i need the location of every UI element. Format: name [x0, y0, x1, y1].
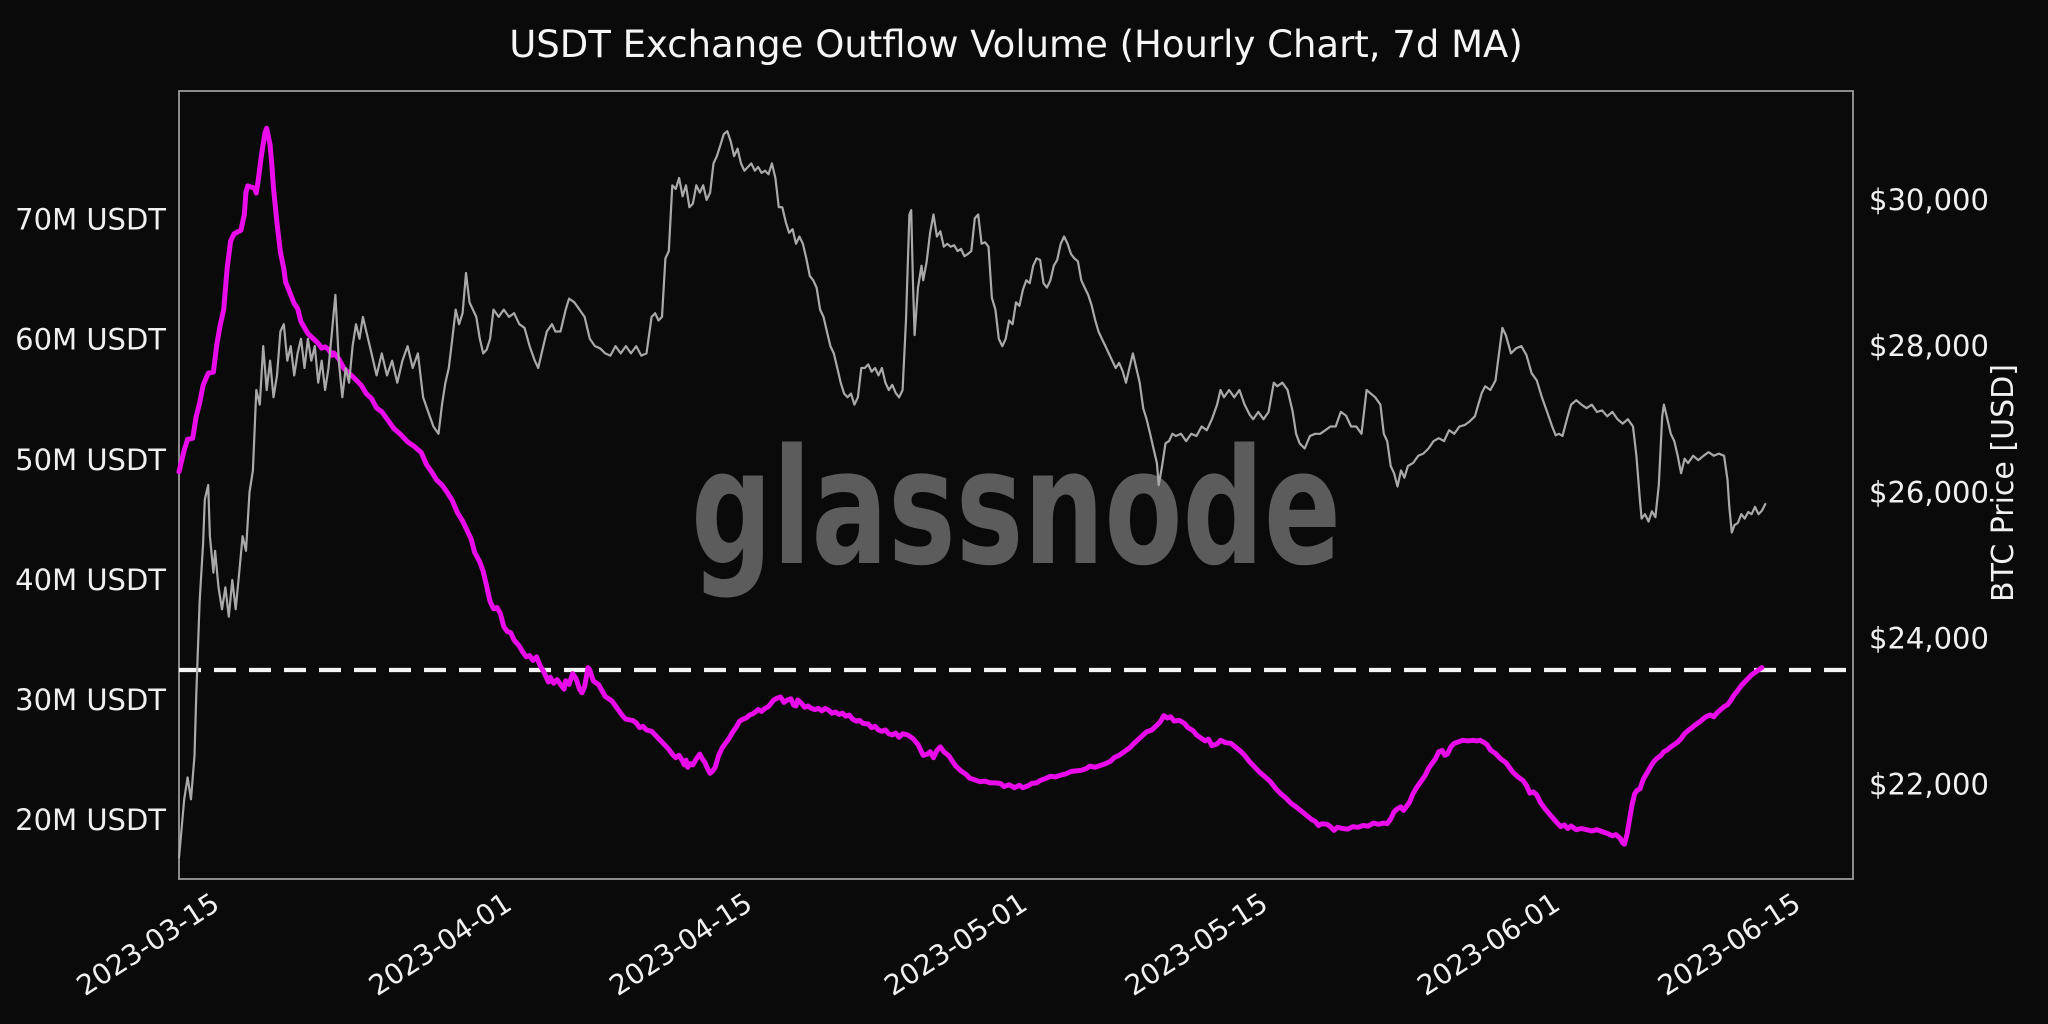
glassnode-watermark-logo: glassnode: [691, 414, 1341, 601]
x-axis-date-label: 2023-05-15: [1119, 886, 1273, 1002]
right-axis-tick-label: $26,000: [1869, 475, 1989, 509]
x-axis-date-label: 2023-03-15: [71, 886, 225, 1002]
right-axis-tick-label: $24,000: [1869, 622, 1989, 656]
chart-title: USDT Exchange Outflow Volume (Hourly Cha…: [509, 23, 1523, 66]
left-axis-tick-label: 60M USDT: [15, 323, 166, 357]
x-axis-date-label: 2023-06-15: [1652, 886, 1806, 1002]
right-axis-tick-label: $28,000: [1869, 329, 1989, 363]
left-axis-tick-label: 50M USDT: [15, 443, 166, 477]
x-axis-date-label: 2023-04-01: [363, 886, 517, 1002]
right-axis-title: BTC Price [USD]: [1986, 364, 2021, 602]
btc-price-line: [177, 130, 1767, 859]
left-axis-tick-label: 40M USDT: [15, 563, 166, 597]
x-axis-date-label: 2023-05-01: [879, 886, 1033, 1002]
right-axis-tick-label: $22,000: [1869, 768, 1989, 802]
left-axis-tick-label: 30M USDT: [15, 683, 166, 717]
plot-area-border: [178, 90, 1854, 880]
x-axis-date-label: 2023-04-15: [604, 886, 758, 1002]
usdt-outflow-line: [176, 125, 1765, 847]
x-axis-date-label: 2023-06-01: [1411, 886, 1565, 1002]
left-axis-tick-label: 70M USDT: [15, 203, 166, 237]
left-axis-tick-label: 20M USDT: [15, 803, 166, 837]
right-axis-tick-label: $30,000: [1869, 183, 1989, 217]
